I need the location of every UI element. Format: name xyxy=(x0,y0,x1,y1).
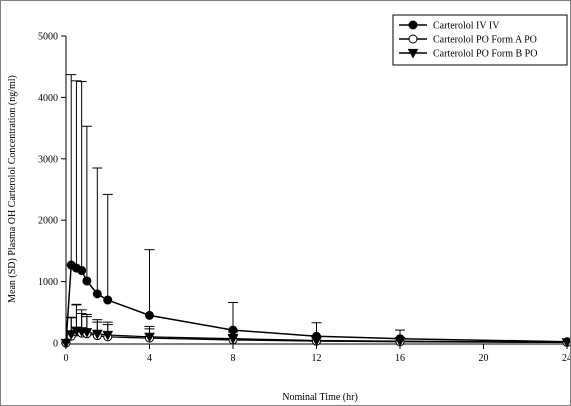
legend: Carterolol IV IV Carterolol PO Form A PO C… xyxy=(392,14,568,66)
legend-label-3: Carterolol PO Form B PO xyxy=(433,49,537,60)
x-tick-label: 8 xyxy=(231,353,236,364)
data-point-series-3 xyxy=(561,338,570,348)
x-tick-label: 12 xyxy=(312,353,322,364)
y-tick-label: 2000 xyxy=(38,216,58,227)
data-point-series-1 xyxy=(82,276,92,286)
legend-box xyxy=(392,14,568,66)
data-point-series-1 xyxy=(145,310,154,320)
y-tick-label: 3000 xyxy=(38,154,58,165)
legend-marker-1 xyxy=(408,20,418,30)
x-tick-label: 16 xyxy=(395,353,405,364)
data-point-series-3 xyxy=(91,329,103,340)
x-tick-label: 24 xyxy=(562,353,570,364)
data-point-series-3 xyxy=(227,334,239,345)
x-axis-title: Nominal Time (hr) xyxy=(282,392,358,403)
x-tick-label: 20 xyxy=(479,353,489,364)
x-tick-label: 0 xyxy=(64,353,69,364)
legend-marker-2 xyxy=(408,34,418,44)
error-bars xyxy=(66,74,405,342)
legend-label-1: Carterolol IV IV xyxy=(433,21,500,32)
y-tick-label: 0 xyxy=(53,339,58,350)
y-tick-label: 1000 xyxy=(38,277,58,288)
data-point-series-1 xyxy=(103,295,113,305)
data-point-series-3 xyxy=(394,337,406,347)
data-point-series-1 xyxy=(77,266,87,276)
data-point-series-1 xyxy=(92,289,102,299)
data-point-series-1 xyxy=(228,325,238,335)
legend-label-2: Carterolol PO Form A PO xyxy=(433,35,537,46)
x-tick-label: 4 xyxy=(147,353,152,364)
data-point-series-3 xyxy=(81,328,93,338)
data-point-series-3 xyxy=(144,332,155,343)
y-tick-label: 4000 xyxy=(38,93,58,104)
data-point-series-3 xyxy=(65,330,77,340)
data-point-series-3 xyxy=(102,330,114,341)
series-markers xyxy=(60,260,570,349)
data-point-series-3 xyxy=(60,338,72,349)
legend-marker-3 xyxy=(407,48,419,59)
y-tick-label: 5000 xyxy=(38,32,58,43)
data-point-series-3 xyxy=(311,336,322,347)
y-axis-title: Mean (SD) Plasma OH Carterolol Concentra… xyxy=(7,75,18,303)
axes: 0 1000 2000 3000 4000 5000 0 4 8 12 16 20 24 xyxy=(38,32,570,365)
